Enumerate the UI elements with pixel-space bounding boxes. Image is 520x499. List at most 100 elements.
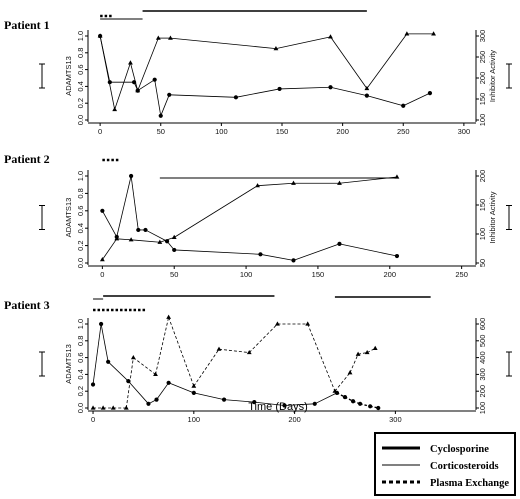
series-segment [193,348,220,387]
y-tick-label-left: 0.6 [76,206,85,216]
data-point-inhibitor [130,355,136,360]
legend: Cyclosporine Corticosteroids Plasma Exch… [374,432,516,496]
series-segment [349,354,359,373]
y-tick-label-right: 100 [478,114,487,127]
data-point-adamts13 [258,252,263,257]
y-tick-label-left: 0.0 [76,403,85,413]
y-tick-label-left: 0.2 [76,240,85,250]
x-tick-label: 0 [98,127,102,136]
data-point-adamts13 [233,95,239,100]
data-point-adamts13 [342,394,348,400]
data-point-adamts13 [401,103,406,108]
data-point-inhibitor [273,46,279,51]
y-axis-label-right: Inhibitor Activity [488,191,497,243]
series-segment [174,185,258,238]
y-axis-label-left: ADAMTS13 [64,198,73,238]
data-point-adamts13 [99,321,104,327]
data-point-inhibitor [97,33,103,38]
data-point-adamts13 [252,400,257,405]
series-segment [330,86,367,97]
series-segment [116,238,132,241]
series-segment [154,79,162,116]
data-point-inhibitor [168,35,173,40]
panel-title: Patient 3 [4,298,50,312]
series-segment [403,92,431,107]
data-point-adamts13 [368,404,373,409]
series-segment [314,392,338,405]
series-segment [330,36,368,89]
y-tick-label-right: 100 [478,228,487,241]
data-point-adamts13 [152,77,157,82]
data-point-adamts13 [106,359,111,364]
x-tick-label: 0 [91,415,95,424]
data-point-adamts13 [143,227,148,233]
data-point-inhibitor [155,35,161,40]
series-segment [107,361,129,382]
data-point-inhibitor [110,405,116,410]
y-tick-label-left: 0.2 [76,98,85,108]
series-segment [293,243,340,261]
series-segment [279,86,331,90]
data-point-adamts13 [358,401,363,406]
y-tick-label-left: 0.8 [76,336,85,346]
series-segment [174,249,261,255]
y-tick-label-right: 600 [478,318,487,331]
data-point-inhibitor [431,31,436,36]
series-segment [275,36,331,49]
data-point-inhibitor [305,321,311,326]
y-tick-label-left: 0.2 [76,386,85,396]
data-point-adamts13 [154,397,159,402]
series-segment [193,392,225,400]
data-point-adamts13 [291,258,296,263]
data-point-inhibitor [171,234,177,239]
x-tick-label: 50 [170,270,178,279]
y-tick-label-left: 0.8 [76,188,85,198]
series-segment [224,399,255,403]
series-segment [159,237,175,243]
y-tick-label-right: 300 [478,30,487,43]
legend-label-corticosteroids: Corticosteroids [430,461,499,472]
panel-title: Patient 1 [4,18,50,32]
series-segment [145,229,168,242]
data-point-inhibitor [337,180,342,185]
data-point-adamts13 [328,85,333,90]
y-tick-label-left: 0.4 [76,223,85,233]
data-point-adamts13 [167,92,172,97]
data-point-inhibitor [364,349,370,355]
series-segment [137,37,159,91]
data-point-adamts13 [129,173,134,179]
series-segment [100,323,109,362]
y-tick-label-right: 400 [478,351,487,364]
y-axis-label-left: ADAMTS13 [64,56,73,96]
data-point-inhibitor [100,405,106,410]
series-segment [99,35,116,110]
series-segment [235,88,280,98]
y-tick-label-left: 0.6 [76,352,85,362]
data-point-adamts13 [364,93,369,98]
data-point-inhibitor [157,239,163,244]
series-segment [156,382,169,400]
y-tick-label-right: 500 [478,335,487,348]
series-segment [366,33,408,89]
series-segment [257,182,294,187]
panel-title: Patient 2 [4,152,50,166]
data-point-inhibitor [166,314,172,319]
data-point-adamts13 [126,379,131,384]
series-segment [160,94,170,116]
data-point-adamts13 [100,208,105,213]
data-point-adamts13 [136,227,141,233]
x-tick-label: 200 [384,270,397,279]
data-point-inhibitor [191,383,197,388]
series-segment [114,62,131,110]
data-point-inhibitor [332,388,338,393]
x-tick-label: 300 [458,127,471,136]
series-segment [130,62,139,91]
data-point-adamts13 [312,401,317,406]
series-segment [133,357,156,375]
data-point-inhibitor [128,237,134,242]
data-point-adamts13 [394,253,400,259]
y-tick-label-left: 0.0 [76,115,85,125]
data-point-adamts13 [146,401,151,406]
y-tick-label-left: 1.0 [76,31,85,41]
